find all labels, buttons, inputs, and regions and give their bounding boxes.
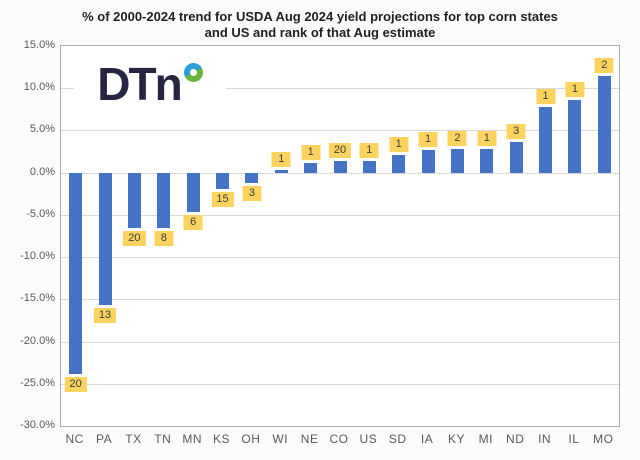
bar-us [362,160,376,173]
rank-badge-pa: 13 [93,308,117,324]
x-axis-label-mo: MO [593,432,614,446]
rank-badge-nd: 3 [506,124,526,140]
x-axis-label-in: IN [538,432,552,446]
x-axis-label-wi: WI [272,432,289,446]
bar-co [333,160,347,173]
x-axis-label-pa: PA [95,432,113,446]
bar-in [539,106,553,173]
y-axis-label: -10.0% [20,250,55,263]
x-axis-label-mi: MI [478,432,493,446]
bar-sd [392,154,406,173]
x-axis-label-il: IL [568,432,580,446]
rank-badge-sd: 1 [389,136,409,152]
chart-title-line2: and US and rank of that Aug estimate [204,25,436,40]
chart-title-line1: % of 2000-2024 trend for USDA Aug 2024 y… [82,9,558,24]
y-axis-label: -25.0% [20,376,55,389]
gridline [61,341,619,343]
rank-badge-ky: 2 [447,131,467,147]
x-axis-label-ne: NE [300,432,319,446]
dtn-logo-text: DTn [97,58,182,110]
y-axis-label: -30.0% [20,419,55,431]
chart-title: % of 2000-2024 trend for USDA Aug 2024 y… [0,9,640,41]
rank-badge-co: 20 [328,142,352,158]
y-axis-label: 15.0% [23,39,55,51]
rank-badge-tn: 8 [154,230,174,246]
y-axis-label: 0.0% [29,165,55,178]
rank-badge-ia: 1 [418,131,438,147]
y-axis-label: -15.0% [20,292,55,305]
bar-pa [98,172,112,306]
bar-wi [274,170,288,173]
y-axis-label: -5.0% [26,207,55,220]
x-axis-label-tn: TN [154,432,172,446]
x-axis-label-mn: MN [182,432,202,446]
x-axis-label-nc: NC [65,432,84,446]
bar-nd [509,142,523,173]
rank-badge-wi: 1 [271,152,291,168]
rank-badge-mi: 1 [477,131,497,147]
x-axis-label-co: CO [329,432,349,446]
x-axis-label-ky: KY [447,432,465,446]
x-axis-label-oh: OH [241,432,261,446]
gridline [61,172,619,174]
x-axis-label-ks: KS [213,432,231,446]
rank-badge-ne: 1 [301,144,321,160]
rank-badge-mn: 6 [183,214,203,230]
x-axis-label-sd: SD [388,432,407,446]
dtn-donut-icon [183,62,203,82]
bar-mi [480,149,494,173]
rank-badge-us: 1 [359,142,379,158]
y-axis-label: 5.0% [29,123,55,136]
gridline [61,257,619,259]
bar-ky [450,149,464,173]
bar-nc [69,172,83,375]
dtn-logo: DTn [74,52,226,116]
x-axis-label-us: US [359,432,378,446]
bar-mo [597,76,611,173]
bar-ne [304,162,318,173]
y-axis-label: 10.0% [23,81,55,94]
rank-badge-nc: 20 [64,377,87,393]
x-axis-label-nd: ND [506,432,525,446]
bar-ia [421,149,435,173]
gridline [61,299,619,301]
gridline [61,214,619,216]
y-axis-label: -20.0% [20,334,55,347]
x-axis-label-ia: IA [420,432,434,446]
gridline [61,130,619,132]
rank-badge-il: 1 [565,82,585,98]
bar-mn [186,172,200,212]
rank-badge-ks: 15 [211,191,234,207]
x-axis-label-tx: TX [125,432,142,446]
bar-tn [157,172,171,228]
bar-oh [245,172,259,183]
bar-ks [216,172,230,189]
plot-area: 20 13 20 8 6 15 3 1 1 20 1 1 1 2 1 3 1 1 2 DTn [60,45,620,427]
gridline [61,383,619,385]
rank-badge-in: 1 [536,88,556,104]
gridline [61,88,619,90]
rank-badge-mo: 2 [594,58,614,74]
rank-badge-oh: 3 [242,185,262,201]
bar-il [568,100,582,173]
bar-tx [127,172,141,229]
rank-badge-tx: 20 [123,231,146,247]
